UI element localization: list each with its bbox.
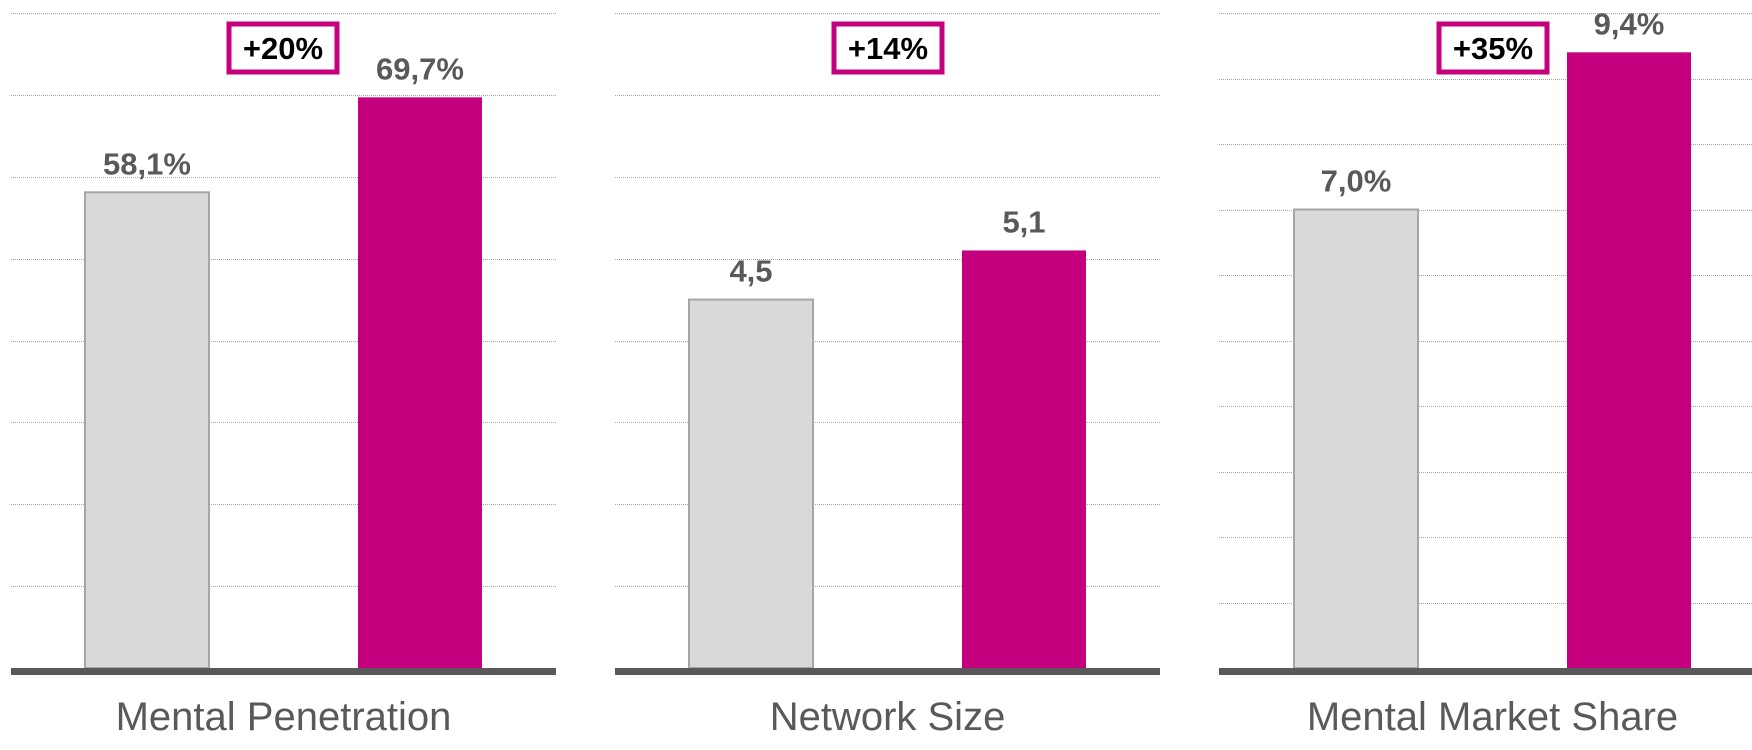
delta-badge: +35% (1436, 21, 1550, 75)
highlight-bar (962, 250, 1086, 668)
delta-label: +14% (848, 31, 928, 66)
mental-penetration-chart: 58,1% 69,7% +20% Mental Penetration (11, 13, 556, 739)
delta-box (226, 21, 340, 75)
value-label: 5,1 (1002, 204, 1045, 239)
value-label: 69,7% (376, 51, 464, 86)
value-label: 7,0% (1321, 164, 1392, 199)
baseline-bar (84, 191, 210, 669)
highlight-bar (358, 97, 482, 669)
network-size-chart: 4,5 5,1 +14% Network Size (615, 13, 1160, 739)
baseline-bar (688, 298, 814, 669)
delta-box (831, 21, 945, 75)
delta-badge: +20% (226, 21, 340, 75)
value-label: 58,1% (103, 146, 191, 181)
value-label: 4,5 (729, 254, 772, 289)
highlight-bar (1567, 52, 1691, 669)
delta-label: +35% (1453, 31, 1533, 66)
delta-box (1436, 21, 1550, 75)
category-label: Mental Market Share (1307, 695, 1678, 739)
mental-market-share-chart: 7,0% 9,4% +35% Mental Market Share (1219, 6, 1752, 739)
baseline-bar (1293, 208, 1419, 669)
delta-badge: +14% (831, 21, 945, 75)
category-label: Mental Penetration (116, 695, 452, 739)
value-label: 9,4% (1594, 6, 1665, 41)
category-label: Network Size (770, 695, 1006, 739)
delta-label: +20% (243, 31, 323, 66)
